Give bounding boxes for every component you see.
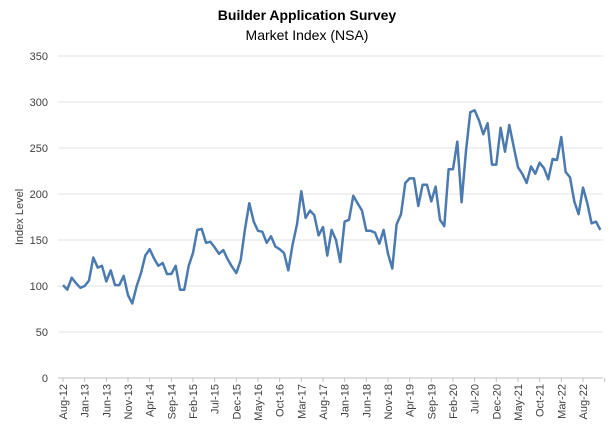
- chart-subtitle: Market Index (NSA): [246, 27, 369, 43]
- chart-title: Builder Application Survey: [218, 7, 397, 23]
- x-tick-label: Jun-13: [101, 384, 113, 418]
- x-tick-label: Feb-20: [448, 384, 460, 419]
- x-axis-ticks: Aug-12 Jan-13 Jun-13 Nov-13 Apr-14 Sep-14 Feb-…: [58, 378, 606, 421]
- x-tick-label: Dec-15: [231, 384, 243, 419]
- x-tick-label: Dec-20: [491, 384, 503, 419]
- x-tick-label: Sep-14: [166, 384, 178, 419]
- x-tick-label: Sep-19: [426, 384, 438, 419]
- x-tick-label: May-16: [253, 384, 265, 421]
- y-tick-label: 100: [30, 281, 48, 293]
- x-tick-label: Mar-17: [296, 384, 308, 419]
- x-tick-label: Nov-18: [383, 384, 395, 419]
- y-tick-label: 200: [30, 189, 48, 201]
- x-tick-label: Oct-16: [275, 384, 287, 417]
- y-tick-label: 350: [30, 51, 48, 63]
- gridlines: [58, 55, 603, 379]
- y-tick-label: 50: [36, 327, 48, 339]
- y-axis-ticks: 0 50 100 150 200 250 300 350: [30, 51, 48, 385]
- y-tick-label: 0: [42, 373, 48, 385]
- x-tick-label: Jan-13: [80, 384, 92, 418]
- y-axis-label: Index Level: [14, 189, 26, 245]
- x-tick-label: Aug-22: [578, 384, 590, 419]
- x-tick-label: Jul-20: [470, 384, 482, 414]
- y-tick-label: 150: [30, 235, 48, 247]
- x-tick-label: Aug-17: [318, 384, 330, 419]
- x-tick-label: Jul-15: [210, 384, 222, 414]
- x-tick-label: Jun-18: [361, 384, 373, 418]
- y-tick-label: 250: [30, 143, 48, 155]
- y-tick-label: 300: [30, 97, 48, 109]
- x-tick-label: Mar-22: [556, 384, 568, 419]
- x-tick-label: Apr-19: [405, 384, 417, 417]
- x-tick-label: Feb-15: [188, 384, 200, 419]
- series-group: [62, 109, 602, 305]
- x-tick-label: Nov-13: [123, 384, 135, 419]
- x-tick-label: Aug-12: [58, 384, 70, 419]
- series-line: [62, 109, 602, 305]
- x-tick-label: Jan-18: [340, 384, 352, 418]
- x-tick-label: Oct-21: [535, 384, 547, 417]
- x-tick-label: May-21: [513, 384, 525, 421]
- x-tick-label: Apr-14: [145, 384, 157, 417]
